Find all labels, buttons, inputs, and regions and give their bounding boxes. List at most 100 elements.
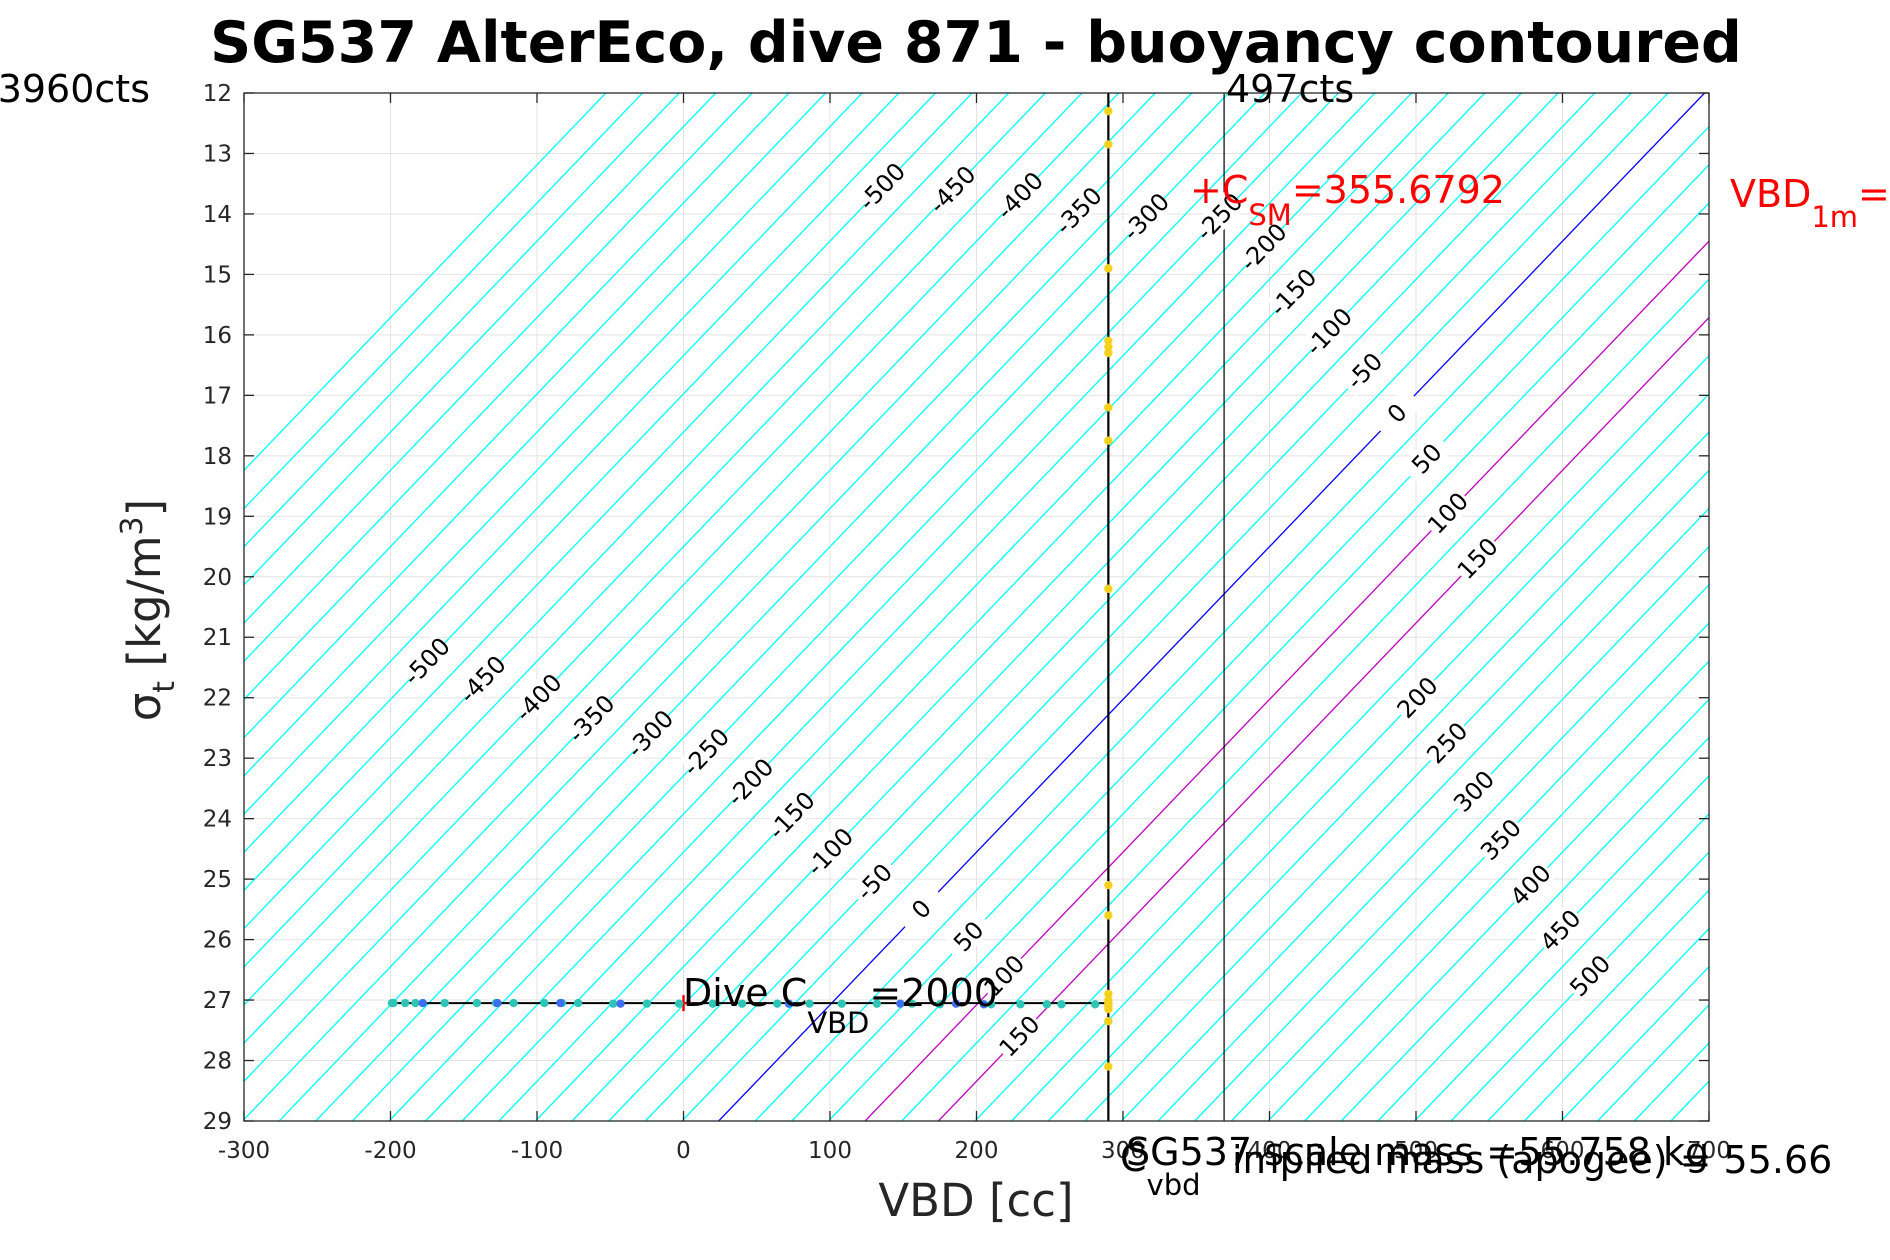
- data-point-0-24: [1042, 1000, 1052, 1009]
- contour-label-bg-low-0: [400, 634, 453, 688]
- data-point-0-7: [509, 998, 518, 1008]
- contour-label-bg-low-10: [894, 882, 947, 935]
- contour-line--500: [244, 93, 973, 854]
- contour-label-bg-lr-0: [1390, 670, 1443, 724]
- contour-line-125: [901, 278, 1709, 1121]
- contour-line-325: [1194, 583, 1709, 1121]
- contour-line-25: [754, 125, 1709, 1121]
- contour-line-525: [1487, 889, 1709, 1121]
- y-tick-label-14: 26: [203, 928, 232, 954]
- contour-line-425: [1340, 736, 1709, 1121]
- x-tick-label-9: 600: [1541, 1138, 1585, 1164]
- data-point-0-10: [573, 998, 583, 1008]
- contour-line--225: [388, 93, 1376, 1121]
- svg-text:Cvbd: Cvbd: [1120, 1136, 1201, 1202]
- y-axis-label-sigma: σ: [118, 693, 171, 722]
- contour-label-bg-up-3: [1052, 183, 1105, 237]
- y-tick-label-16: 28: [203, 1049, 232, 1075]
- contour-label-bg-lr-5: [1533, 903, 1586, 957]
- y-axis-label-close: ]: [118, 499, 171, 517]
- contour-label-bg-up-7: [1266, 265, 1319, 319]
- contour-line--150: [498, 93, 1486, 1121]
- c-vbd-annotation: Cvbd: [1120, 1136, 1201, 1202]
- contour-line-100: [864, 240, 1709, 1121]
- axis-ticks: -300 -200 -100 0 100 200 300 400 500 600 700121314…: [203, 81, 1731, 1164]
- contour-line--475: [244, 93, 1010, 892]
- data-point-2-2: [1104, 264, 1113, 273]
- contour-line--325: [244, 93, 1229, 1121]
- contour-label-bg-low-8: [803, 824, 856, 878]
- contour-line--275: [315, 93, 1303, 1121]
- data-point-0-14: [708, 999, 717, 1008]
- data-point-2-0: [1104, 106, 1113, 116]
- contour-line-375: [1267, 660, 1709, 1121]
- data-point-2-17: [1104, 1062, 1113, 1071]
- contour-label-bg-lr-3: [1474, 812, 1527, 866]
- contour-line--350: [244, 93, 1193, 1083]
- contour-line--700: [244, 93, 680, 548]
- contour-line--75: [608, 93, 1596, 1121]
- contour-line--575: [244, 93, 863, 739]
- contour-line-200: [1011, 392, 1709, 1121]
- chart-title: SG537 AlterEco, dive 871 - buoyancy cont…: [210, 10, 1742, 76]
- data-point-0-17: [805, 999, 814, 1008]
- dive-cvbd-annotation: Dive CVBD=2000: [683, 971, 998, 1040]
- data-point-1-7: [979, 1000, 989, 1009]
- svg-text:+CSM=355.6792: +CSM=355.6792: [1190, 168, 1505, 232]
- right-counts-label: 497cts: [1226, 67, 1354, 111]
- contour-label-bg-up-8: [1302, 304, 1355, 358]
- data-point-0-19: [872, 999, 882, 1008]
- contour-line-725: [1781, 93, 1890, 1121]
- y-tick-label-11: 23: [203, 746, 232, 772]
- contour-label-bg-up-4: [1119, 189, 1172, 243]
- c-sm-main: +C: [1190, 168, 1248, 212]
- x-tick-label-7: 400: [1248, 1138, 1292, 1164]
- contour-label-bg-low-4: [623, 706, 676, 760]
- contour-label-bg-lr-6: [1563, 948, 1616, 1002]
- contour-line-275: [1121, 507, 1709, 1121]
- contour-line--450: [244, 93, 1046, 930]
- contour-label-bg-up-12: [1421, 486, 1474, 539]
- contour-labels: -500-450-400-350 -300-250-200-150-100-500…: [398, 157, 1616, 1062]
- contour-label-low-10: 0: [894, 882, 947, 935]
- contour-line-500: [1450, 851, 1709, 1121]
- contour-line-675: [1707, 1118, 1709, 1121]
- contour-label-bg-up-6: [1236, 220, 1289, 273]
- y-tick-label-15: 27: [203, 988, 232, 1014]
- contour-line--300: [278, 93, 1266, 1121]
- y-tick-label-0: 12: [203, 81, 232, 107]
- y-axis-label-units: [kg/m: [118, 535, 171, 680]
- contour-line-300: [1157, 545, 1709, 1121]
- y-tick-label-3: 15: [203, 262, 232, 288]
- data-point-2-7: [1104, 436, 1113, 445]
- contour-label-bg-low-12: [977, 948, 1030, 1002]
- x-tick-label-10: 700: [1687, 1138, 1731, 1164]
- contour-line-550: [1523, 927, 1709, 1121]
- y-tick-label-6: 18: [203, 444, 232, 470]
- y-tick-label-9: 21: [203, 625, 232, 651]
- data-point-1-2: [556, 998, 565, 1008]
- c-vbd-main: C: [1120, 1136, 1147, 1180]
- x-tick-label-0: -300: [218, 1138, 270, 1164]
- y-axis-label-sup: 3: [115, 516, 150, 535]
- data-point-0-5: [472, 998, 482, 1008]
- vbd1m-annotation: VBD1m=: [1730, 172, 1890, 234]
- contour-line--250: [351, 93, 1339, 1121]
- contour-line--550: [244, 93, 900, 777]
- contour-label-bg-up-0: [855, 159, 908, 213]
- x-tick-label-1: -200: [364, 1138, 416, 1164]
- x-axis-label: VBD [cc]: [878, 1174, 1073, 1227]
- contour-label-bg-low-2: [511, 670, 564, 724]
- contour-label-bg-low-11: [942, 909, 995, 963]
- contour-label-bg-up-10: [1370, 386, 1423, 440]
- contour-label-bg-low-9: [847, 855, 900, 908]
- contour-line-150: [937, 316, 1709, 1121]
- y-tick-label-1: 13: [203, 141, 232, 167]
- dive-cvbd-sub: VBD: [807, 1006, 869, 1040]
- contour-label-bg-low-7: [765, 788, 818, 842]
- y-tick-label-13: 25: [203, 867, 232, 893]
- contour-label-bg-up-13: [1451, 531, 1504, 585]
- contour-label-bg-up-11: [1400, 431, 1453, 485]
- contour-line-350: [1230, 622, 1709, 1121]
